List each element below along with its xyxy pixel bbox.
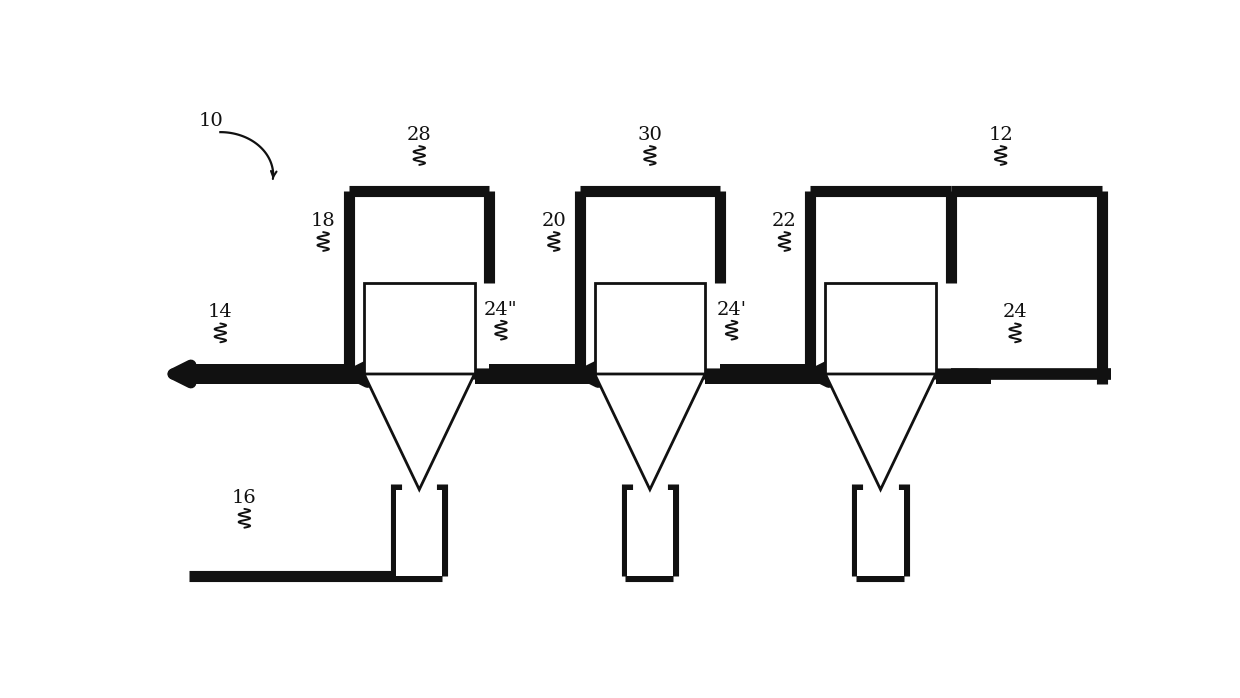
Bar	[365, 283, 475, 374]
Text: 24': 24'	[717, 301, 746, 318]
Text: 30: 30	[637, 126, 662, 144]
Bar	[595, 283, 706, 374]
Polygon shape	[595, 374, 706, 489]
Bar	[350, 191, 490, 374]
Bar	[184, 364, 991, 384]
Bar	[826, 283, 936, 374]
Bar	[365, 362, 475, 386]
Text: 22: 22	[773, 212, 797, 230]
Polygon shape	[826, 374, 936, 489]
Text: 18: 18	[311, 212, 336, 230]
Bar	[858, 489, 904, 576]
Bar	[580, 191, 720, 374]
Text: 28: 28	[407, 126, 432, 144]
Bar	[397, 489, 443, 576]
Text: 12: 12	[988, 126, 1013, 144]
Bar	[811, 191, 951, 374]
Text: 10: 10	[198, 112, 223, 131]
Text: 16: 16	[232, 489, 257, 507]
Text: 24: 24	[1003, 304, 1028, 321]
Text: 24": 24"	[484, 301, 518, 318]
Bar	[595, 362, 706, 386]
Bar	[627, 489, 673, 576]
Text: 20: 20	[542, 212, 567, 230]
Text: 14: 14	[208, 304, 233, 321]
Bar	[826, 362, 936, 386]
Polygon shape	[365, 374, 475, 489]
Bar	[951, 191, 1101, 374]
